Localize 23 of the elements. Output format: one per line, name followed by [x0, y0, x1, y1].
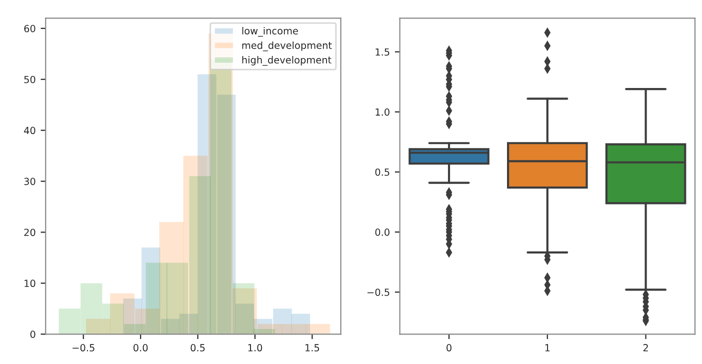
x-tick-label: 1: [545, 344, 550, 352]
x-tick-label: 0: [446, 344, 452, 352]
x-tick-label: 0.0: [133, 344, 148, 352]
y-tick-label: 50: [24, 76, 36, 84]
y-tick-label: 60: [24, 24, 36, 32]
y-tick-label: 0.0: [375, 228, 390, 236]
y-tick-label: 0: [30, 330, 36, 338]
x-tick-label: 2: [643, 344, 648, 352]
legend-label: low_income: [242, 26, 298, 37]
y-tick-label: 1.0: [376, 108, 390, 116]
y-tick-label: 10: [24, 280, 36, 288]
legend-label: high_development: [242, 56, 332, 66]
y-tick-label: 20: [24, 228, 36, 236]
x-tick-label: 0.5: [190, 344, 205, 352]
y-tick-label: 1.5: [376, 48, 390, 56]
legend-label: med_development: [242, 41, 332, 52]
y-tick-label: 30: [24, 178, 36, 186]
x-tick-label: −0.5: [72, 344, 94, 352]
x-tick-label: 1.5: [306, 344, 320, 352]
x-tick-label: 1.0: [248, 344, 262, 352]
y-tick-label: 0.5: [375, 168, 390, 176]
y-tick-label: 40: [24, 126, 36, 134]
y-tick-label: −0.5: [368, 288, 390, 296]
